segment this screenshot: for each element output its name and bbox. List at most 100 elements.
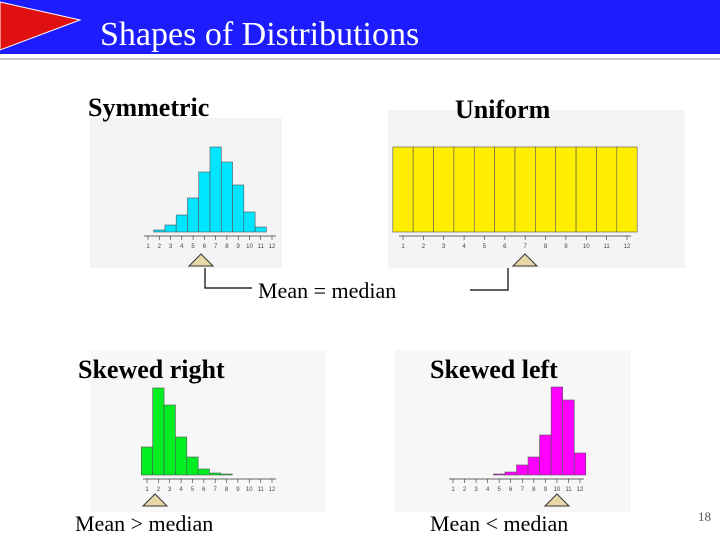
bar: [473, 146, 495, 233]
title-arrow: [0, 1, 82, 51]
bar: [175, 214, 188, 233]
bar: [433, 146, 455, 233]
slide-title: Shapes of Distributions: [100, 16, 419, 53]
bar: [220, 473, 233, 476]
bar: [555, 146, 577, 233]
x-tick-label: 2: [157, 487, 161, 493]
bar: [550, 386, 563, 476]
x-tick-label: 12: [269, 487, 276, 493]
panel-bg: [395, 350, 631, 512]
x-tick-label: 10: [246, 487, 253, 493]
bracket: [470, 268, 509, 291]
x-tick-label: 7: [214, 487, 218, 493]
bracket: [204, 268, 252, 289]
x-tick-label: 11: [565, 487, 572, 493]
x-tick-label: 6: [503, 244, 507, 250]
x-tick-label: 3: [442, 244, 446, 250]
x-tick-label: 9: [544, 487, 548, 493]
page-number: 18: [698, 509, 711, 524]
x-tick-label: 1: [401, 244, 405, 250]
x-tick-label: 5: [483, 244, 487, 250]
panel-bg: [90, 118, 282, 268]
bar: [453, 146, 475, 233]
x-tick-label: 4: [462, 244, 466, 250]
x-tick-label: 6: [509, 487, 513, 493]
bar: [197, 468, 210, 476]
mean-marker: [141, 493, 169, 507]
bar: [412, 146, 434, 233]
bar: [539, 434, 552, 476]
mean-marker: [543, 493, 571, 507]
bar: [163, 404, 176, 476]
annotation: Mean < median: [430, 511, 568, 536]
x-tick-label: 1: [451, 487, 455, 493]
bar: [575, 146, 597, 233]
bar: [562, 399, 575, 476]
x-tick-label: 9: [564, 244, 568, 250]
x-tick-label: 9: [236, 487, 240, 493]
x-tick-label: 3: [474, 487, 478, 493]
x-tick-label: 7: [524, 244, 528, 250]
x-tick-label: 6: [202, 487, 206, 493]
panel-label: Skewed right: [78, 355, 225, 384]
x-tick-label: 9: [237, 244, 241, 250]
x-tick-label: 5: [191, 244, 195, 250]
x-tick-label: 10: [554, 487, 561, 493]
panel-bg: [90, 350, 326, 512]
x-tick-label: 11: [258, 244, 265, 250]
bar: [596, 146, 618, 233]
bar: [187, 197, 200, 233]
x-tick-label: 12: [577, 487, 584, 493]
x-tick-label: 5: [191, 487, 195, 493]
bar: [220, 161, 233, 233]
x-tick-label: 11: [258, 487, 265, 493]
x-tick-label: 2: [158, 244, 162, 250]
panel-label: Uniform: [455, 95, 551, 124]
x-tick-label: 3: [169, 244, 173, 250]
bar: [392, 146, 414, 233]
x-tick-label: 8: [225, 487, 229, 493]
mean-marker: [511, 253, 539, 267]
x-tick-label: 11: [604, 244, 611, 250]
bar: [573, 452, 587, 476]
bar: [153, 229, 166, 233]
bar: [209, 472, 222, 476]
bar: [516, 464, 529, 476]
x-tick-label: 2: [422, 244, 426, 250]
x-tick-label: 1: [145, 487, 149, 493]
x-tick-label: 4: [486, 487, 490, 493]
x-tick-label: 6: [203, 244, 207, 250]
x-tick-label: 4: [179, 487, 183, 493]
bar: [243, 211, 256, 233]
x-tick-label: 8: [544, 244, 548, 250]
x-tick-label: 7: [521, 487, 525, 493]
mean-marker: [187, 253, 215, 267]
bar: [616, 146, 638, 233]
x-tick-label: 3: [168, 487, 172, 493]
x-tick-label: 12: [624, 244, 631, 250]
bar: [164, 224, 177, 233]
x-tick-label: 7: [214, 244, 218, 250]
bar: [535, 146, 557, 233]
bar: [527, 456, 540, 476]
bar: [254, 226, 267, 233]
bar: [198, 171, 211, 233]
x-tick-label: 10: [583, 244, 590, 250]
annotation: Mean = median: [258, 278, 396, 303]
bar: [175, 436, 188, 476]
bar: [493, 473, 506, 476]
panel-label: Symmetric: [88, 93, 209, 122]
bar: [232, 184, 245, 233]
x-tick-label: 8: [225, 244, 229, 250]
bar: [494, 146, 516, 233]
x-tick-label: 5: [498, 487, 502, 493]
bar: [186, 456, 199, 476]
x-tick-label: 8: [532, 487, 536, 493]
title-bar: [0, 0, 720, 54]
annotation: Mean > median: [75, 511, 213, 536]
bar: [141, 446, 153, 476]
bar: [209, 146, 222, 233]
bar: [152, 387, 165, 476]
panel-label: Skewed left: [430, 355, 558, 384]
